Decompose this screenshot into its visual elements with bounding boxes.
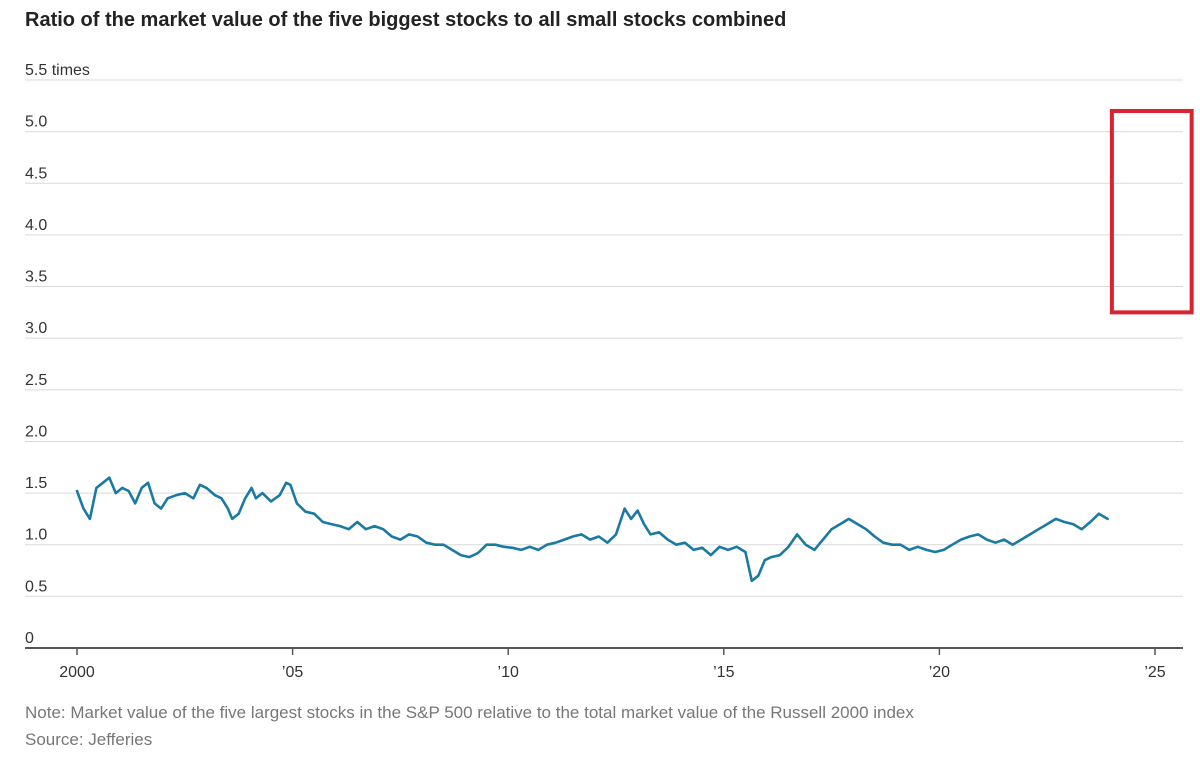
x-axis-ticks: 2000 ’05 ’10 ’15 ’20 ’25 <box>59 648 1166 681</box>
chart-note: Note: Market value of the five largest s… <box>25 703 914 722</box>
y-tick-label: 1.0 <box>25 527 47 544</box>
y-tick-label: 0 <box>25 630 34 647</box>
y-tick-label: 2.0 <box>25 423 47 440</box>
y-tick-label: 3.0 <box>25 320 47 337</box>
x-tick-label: ’10 <box>498 664 519 681</box>
grid-lines <box>25 79 1183 649</box>
x-tick-label: ’20 <box>929 664 950 681</box>
chart-source: Source: Jefferies <box>25 730 153 749</box>
chart-title: Ratio of the market value of the five bi… <box>25 9 787 31</box>
x-tick-label: 2000 <box>59 664 95 681</box>
y-tick-label: 5.5 times <box>25 62 90 79</box>
x-tick-label: ’25 <box>1144 664 1165 681</box>
y-tick-label: 4.0 <box>25 217 47 234</box>
x-tick-label: ’15 <box>713 664 734 681</box>
chart-canvas: 0 0.5 1.0 1.5 2.0 2.5 3.0 3.5 4.0 4.5 5.0 5.5 times… <box>25 62 1194 681</box>
series-line <box>75 476 1109 583</box>
y-tick-label: 5.0 <box>25 114 47 131</box>
y-tick-label: 2.5 <box>25 372 47 389</box>
x-tick-label: ’05 <box>282 664 303 681</box>
y-tick-label: 4.5 <box>25 165 47 182</box>
highlight-box <box>1109 108 1194 315</box>
y-tick-label: 3.5 <box>25 269 47 286</box>
y-axis-ticks: 0 0.5 1.0 1.5 2.0 2.5 3.0 3.5 4.0 4.5 5.0 5.5 times <box>25 62 90 647</box>
y-tick-label: 0.5 <box>25 578 47 595</box>
y-tick-label: 1.5 <box>25 475 47 492</box>
